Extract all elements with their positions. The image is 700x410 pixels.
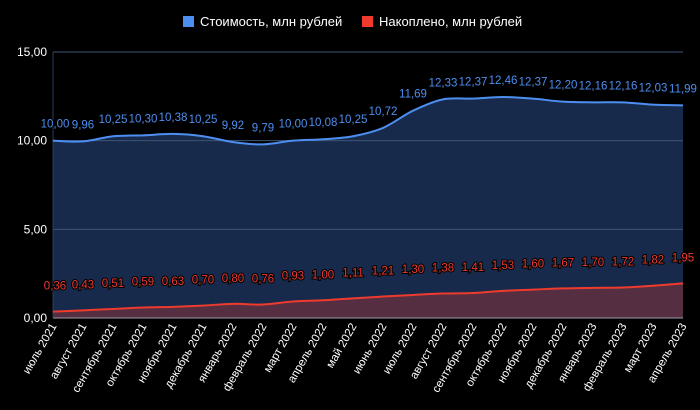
data-label: 12,16	[579, 80, 608, 92]
y-tick-label: 5,00	[24, 222, 48, 236]
legend-label-0: Стоимость, млн рублей	[200, 14, 342, 29]
data-label: 0,80	[222, 273, 244, 285]
data-label: 1,95	[672, 252, 694, 264]
data-label: 10,25	[339, 114, 368, 126]
data-label: 10,72	[369, 106, 398, 118]
data-label: 12,20	[549, 80, 578, 92]
data-label: 0,63	[162, 276, 184, 288]
data-label: 12,33	[429, 77, 458, 89]
data-label: 10,08	[309, 117, 338, 129]
data-label: 1,72	[612, 256, 634, 268]
data-label: 12,16	[609, 80, 638, 92]
data-label: 9,96	[72, 119, 94, 131]
data-label: 12,37	[519, 77, 548, 89]
series-line-1	[52, 282, 684, 313]
data-label: 10,25	[189, 114, 218, 126]
data-label: 12,03	[639, 83, 668, 95]
data-label: 1,11	[342, 267, 364, 279]
series-area-0	[53, 97, 683, 318]
data-label: 12,37	[459, 77, 488, 89]
data-label: 9,92	[222, 120, 244, 132]
data-label: 12,46	[489, 75, 518, 87]
y-tick-label: 15,00	[17, 45, 47, 59]
data-label: 10,30	[129, 113, 158, 125]
legend-swatch-1	[362, 16, 373, 27]
data-label: 10,38	[159, 112, 188, 124]
data-label: 1,70	[582, 257, 604, 269]
data-label: 10,00	[279, 119, 308, 131]
data-label: 10,25	[99, 114, 128, 126]
data-label: 0,59	[132, 277, 154, 289]
legend-swatch-0	[183, 16, 194, 27]
data-label: 11,99	[669, 83, 697, 95]
data-label: 1,82	[642, 255, 664, 267]
data-label: 0,70	[192, 275, 214, 287]
data-label: 11,69	[399, 89, 427, 101]
y-tick-label: 0,00	[24, 311, 48, 325]
data-label: 1,67	[552, 257, 574, 269]
data-label: 0,51	[102, 278, 124, 290]
data-label: 1,30	[402, 264, 424, 276]
data-label: 1,60	[522, 259, 544, 271]
data-label: 1,38	[432, 263, 454, 275]
data-label: 1,00	[312, 269, 334, 281]
data-label: 9,79	[252, 122, 274, 134]
data-label: 0,93	[282, 271, 304, 283]
series-line-0	[52, 96, 684, 146]
data-label: 0,76	[252, 274, 274, 286]
data-label: 0,43	[72, 279, 94, 291]
y-tick-label: 10,00	[17, 134, 47, 148]
series-area-1	[53, 283, 683, 318]
legend-label-1: Накоплено, млн рублей	[379, 14, 522, 29]
data-label: 1,53	[492, 260, 514, 272]
data-label: 10,00	[41, 119, 70, 131]
data-label: 0,36	[44, 281, 66, 293]
data-label: 1,21	[372, 266, 394, 278]
data-label: 1,41	[462, 262, 484, 274]
